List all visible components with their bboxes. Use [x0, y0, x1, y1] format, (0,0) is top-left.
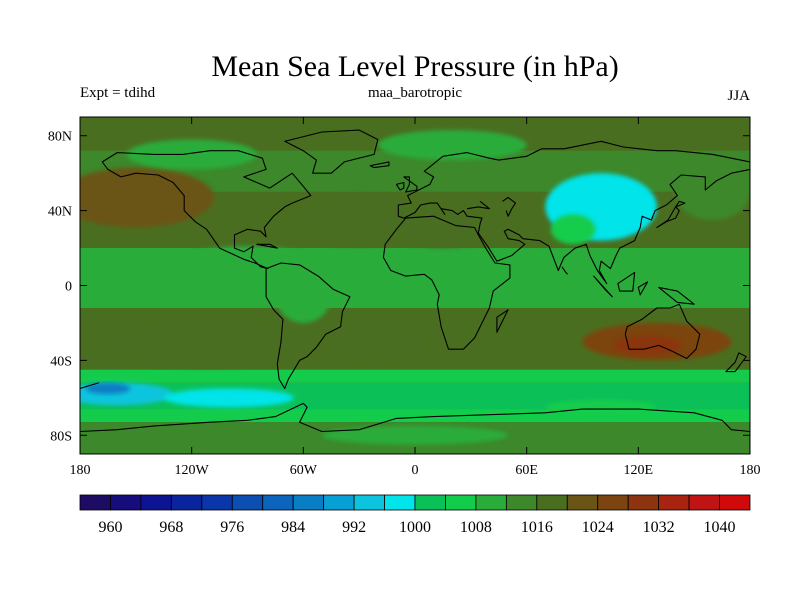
colorbar-label: 968 [159, 519, 183, 536]
pressure-region [85, 382, 131, 395]
island-coastline [256, 243, 278, 249]
colorbar-swatch [292, 494, 325, 511]
colorbar-swatch [597, 494, 629, 511]
colorbar-swatch [505, 494, 538, 511]
y-tick-label: 0 [65, 280, 72, 295]
inland-sea-outline [502, 196, 517, 217]
coastline [284, 129, 379, 174]
pressure-region [359, 255, 583, 279]
colorbar-swatch [445, 494, 477, 511]
colorbar-label: 984 [281, 519, 305, 536]
colorbar-swatch [627, 494, 660, 511]
pressure-region [163, 388, 295, 408]
colorbar-swatch [79, 494, 111, 511]
colorbar-swatch [201, 494, 233, 511]
colorbar-label: 1000 [399, 519, 431, 536]
pressure-field [80, 117, 750, 454]
pressure-region [126, 139, 257, 170]
pressure-band [80, 248, 750, 308]
pressure-region [550, 214, 596, 245]
colorbar-swatch [475, 494, 507, 511]
pressure-region [545, 399, 657, 415]
inland-sea-outline [561, 266, 568, 275]
axes: 180 120W 60W 0 60E 120E 180 80N 40N 0 40S 80S [48, 117, 761, 478]
colorbar-swatch [140, 494, 172, 511]
map-plot [80, 117, 750, 454]
inland-sea-outline [467, 200, 490, 210]
x-tick-label: 60W [290, 463, 318, 478]
y-tick-label: 80N [48, 130, 72, 145]
colorbar-label: 960 [98, 519, 122, 536]
colorbar-label: 1024 [582, 519, 614, 536]
model-label: maa_barotropic [368, 85, 462, 101]
colorbar-swatch [384, 494, 416, 511]
colorbar-swatch [688, 494, 720, 511]
island-coastline [395, 181, 405, 191]
pressure-region [614, 336, 682, 355]
pressure-region [191, 246, 304, 269]
pressure-region [377, 130, 527, 161]
colorbar-label: 976 [220, 519, 244, 536]
colorbar-label: 1032 [643, 519, 675, 536]
pressure-region [321, 425, 509, 445]
colorbar-swatch [658, 494, 690, 511]
island-coastline [656, 206, 680, 229]
experiment-label: Expt = tdihd [80, 85, 156, 101]
coastline [624, 303, 701, 360]
pressure-region [107, 322, 313, 368]
coastline [397, 140, 750, 285]
island-coastline [617, 271, 636, 292]
island-coastline [80, 382, 100, 390]
colorbar-swatch [414, 494, 446, 511]
colorbar-swatch [353, 494, 385, 511]
pressure-region [275, 266, 332, 323]
island-coastline [637, 281, 649, 296]
pressure-region [331, 322, 425, 361]
pressure-band [80, 409, 750, 423]
x-tick-label: 60E [515, 463, 538, 478]
colorbar-swatch [536, 494, 568, 511]
pressure-region [303, 193, 415, 247]
colorbar-label: 1008 [460, 519, 492, 536]
colorbar-label: 1040 [704, 519, 736, 536]
coastline [101, 150, 312, 270]
colorbar-swatch [262, 494, 294, 511]
island-coastline [593, 275, 613, 298]
colorbar-label: 992 [342, 519, 366, 536]
pressure-band [80, 369, 750, 383]
colorbar-swatch [566, 494, 599, 511]
colorbar-swatch [110, 494, 142, 511]
colorbar: 960 968 976 984 992 1000 1008 1016 1024 1032 1040 [79, 494, 751, 536]
season-label: JJA [727, 88, 750, 104]
island-coastline [675, 200, 686, 208]
coastline [382, 215, 511, 350]
x-tick-label: 180 [740, 463, 761, 478]
coastlines [80, 129, 750, 454]
x-tick-label: 120W [175, 463, 210, 478]
pressure-region [675, 163, 750, 220]
coastline [265, 262, 351, 390]
island-coastline [369, 161, 390, 169]
coastline [80, 402, 750, 454]
pressure-region [401, 218, 484, 249]
island-coastline [403, 176, 418, 193]
pressure-region [80, 167, 214, 228]
x-tick-label: 120E [624, 463, 654, 478]
chart-title: Mean Sea Level Pressure (in hPa) [211, 50, 618, 83]
island-coastline [658, 286, 695, 305]
island-coastline [496, 309, 509, 333]
y-tick-label: 80S [50, 429, 72, 444]
x-tick-label: 0 [412, 463, 419, 478]
colorbar-swatch [719, 494, 751, 511]
colorbar-swatch [231, 494, 264, 511]
x-tick-label: 180 [70, 463, 91, 478]
island-coastline [725, 352, 747, 373]
colorbar-label: 1016 [521, 519, 553, 536]
colorbar-swatch [323, 494, 355, 511]
colorbar-swatch [170, 494, 203, 511]
y-tick-label: 40S [50, 354, 72, 369]
y-tick-label: 40N [48, 205, 72, 220]
